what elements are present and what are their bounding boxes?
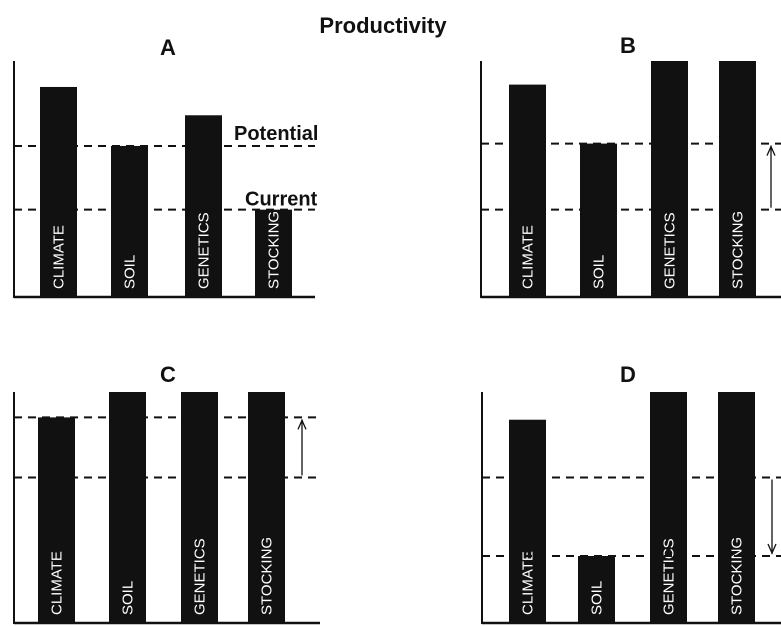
bar-label-genetics: GENETICS [196,212,213,289]
bar-stocking [719,61,756,297]
bar-label-soil: SOIL [589,581,606,615]
bar-label-stocking: STOCKING [729,537,746,615]
bar-label-genetics: GENETICS [661,538,678,615]
bar-label-climate: CLIMATE [49,551,66,615]
panel-label: D [620,362,636,387]
gap-arrow-head-icon [767,543,777,555]
current-label: Current [245,189,318,211]
bar-climate [38,417,75,623]
figure-title: Productivity [319,13,447,38]
bar-soil [580,143,617,297]
panel-d: D CLIMATE SOIL GENETICS STOCKING [481,362,781,625]
bar-label-genetics: GENETICS [192,538,209,615]
bar-label-climate: CLIMATE [520,551,537,615]
gap-arrow-head-icon [297,418,307,430]
potential-label: Potential [234,123,318,145]
bar-label-stocking: STOCKING [259,537,276,615]
bar-genetics [651,61,688,297]
gap-arrow-head-icon [766,144,776,156]
bar-soil [578,556,615,623]
bar-stocking [248,392,285,623]
bar-genetics [181,392,218,623]
bar-label-climate: CLIMATE [51,225,68,289]
bar-climate [509,84,546,297]
bar-climate [40,86,77,298]
panel-label: C [160,362,176,387]
bar-label-stocking: STOCKING [730,211,747,289]
bar-label-genetics: GENETICS [662,212,679,289]
bar-soil [109,392,146,623]
bar-label-soil: SOIL [120,581,137,615]
bar-climate [509,419,546,623]
bar-label-climate: CLIMATE [520,225,537,289]
bar-stocking [718,392,755,623]
panel-label: B [620,33,636,58]
bar-soil [111,145,148,297]
panel-c: C CLIMATE SOIL GENETICS STOCKING [13,362,320,625]
panel-label: A [160,35,176,60]
bar-label-stocking: STOCKING [266,211,283,289]
bar-label-soil: SOIL [591,255,608,289]
bar-stocking [255,209,292,297]
bar-genetics [650,392,687,623]
bar-label-soil: SOIL [122,255,139,289]
panels: A CLIMATE SOIL GENETICS STOCKING Potential Cur… [13,33,781,625]
panel-b: B CLIMATE SOIL GENETICS STOCKING [480,33,781,299]
panel-a: A CLIMATE SOIL GENETICS STOCKING Potential Cur… [13,35,318,299]
